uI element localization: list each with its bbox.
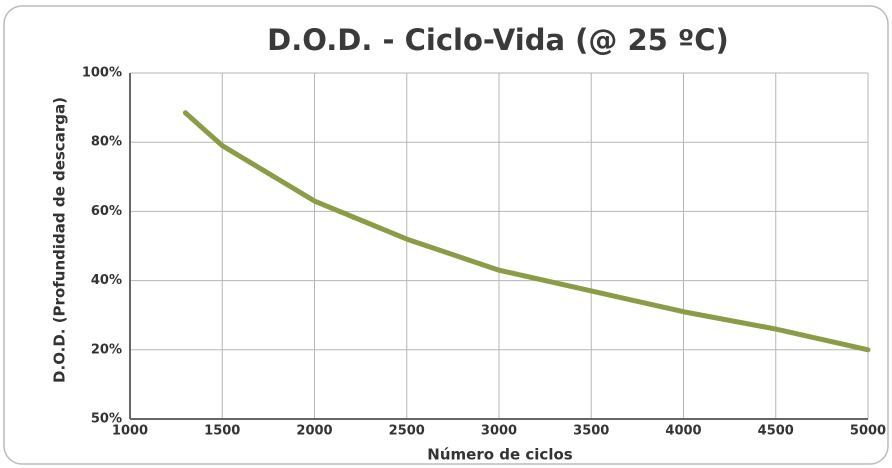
x-tick-label: 2500 xyxy=(389,424,425,439)
x-tick-label: 4500 xyxy=(758,424,794,439)
data-line xyxy=(182,110,871,353)
x-axis-label: Número de ciclos xyxy=(427,446,572,464)
x-tick-label: 3000 xyxy=(481,424,517,439)
x-tick-label: 1000 xyxy=(112,424,148,439)
y-tick-label: 60% xyxy=(91,204,122,219)
y-tick-label: 20% xyxy=(91,342,122,357)
x-tick-label: 4000 xyxy=(665,424,701,439)
y-tick-label: 100% xyxy=(82,66,122,81)
x-tick-label: 5000 xyxy=(850,424,886,439)
x-tick-label: 3500 xyxy=(573,424,609,439)
y-axis-label: D.O.D. (Profundidad de descarga) xyxy=(51,97,69,383)
y-tick-label: 80% xyxy=(91,135,122,150)
frame xyxy=(3,5,889,465)
chart-title: D.O.D. - Ciclo-Vida (@ 25 ºC) xyxy=(267,23,729,57)
y-tick-label: 40% xyxy=(91,273,122,288)
x-tick-label: 2000 xyxy=(296,424,332,439)
y-tick-label: 50% xyxy=(91,412,122,427)
x-tick-label: 1500 xyxy=(204,424,240,439)
